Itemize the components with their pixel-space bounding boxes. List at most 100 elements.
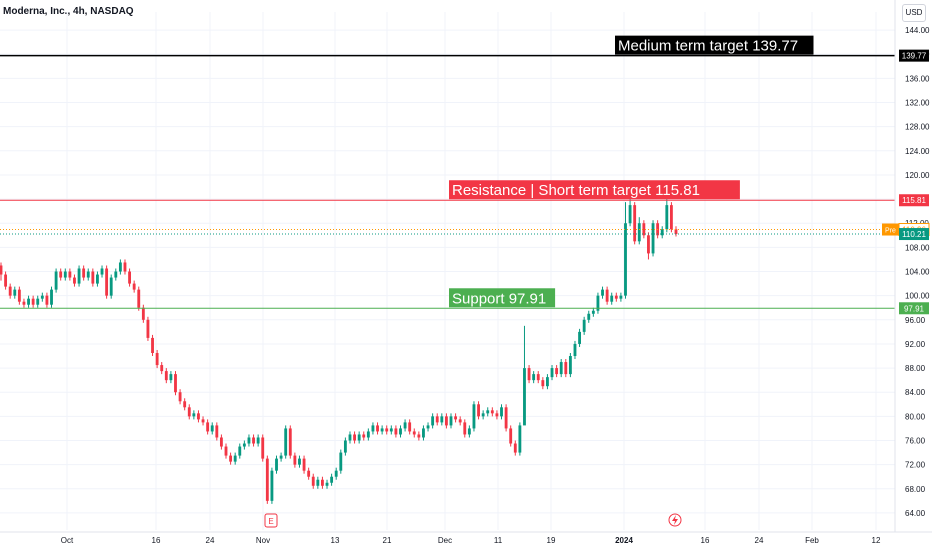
candle	[13, 286, 17, 299]
last-price-text: 110.21	[902, 230, 926, 239]
candle-body	[118, 262, 122, 272]
candle-body	[610, 295, 614, 302]
candle-body	[343, 440, 347, 453]
candle	[605, 286, 609, 305]
candle	[348, 431, 352, 444]
pre-tag-bg	[882, 223, 899, 236]
candle-body	[4, 274, 8, 287]
support-axis-tag-text: 97.91	[904, 304, 925, 313]
levels: Medium term target 139.77 Resistance | Sh…	[0, 35, 895, 309]
candle	[591, 307, 595, 317]
candle-body	[614, 295, 618, 299]
candle	[541, 377, 545, 390]
price-axis[interactable]: 144.00140.00136.00132.00128.00124.00120.…	[882, 0, 930, 532]
candle	[155, 349, 159, 369]
candle-body	[357, 434, 361, 441]
candle-body	[440, 416, 444, 423]
y-tick-label: 80.00	[905, 412, 926, 421]
candle	[334, 467, 338, 480]
candle	[91, 268, 95, 287]
candle	[385, 425, 389, 435]
candle	[82, 265, 86, 281]
candle	[242, 440, 246, 450]
resistance-label-bg	[449, 180, 740, 200]
candle	[109, 274, 113, 299]
candle	[233, 452, 237, 465]
candle-body	[486, 410, 490, 414]
candle-body	[160, 365, 164, 372]
candle-body	[362, 434, 366, 438]
candle	[206, 419, 210, 435]
candle-body	[183, 401, 187, 408]
candle	[275, 455, 278, 474]
candle	[114, 268, 118, 281]
currency-selector[interactable]: USD	[902, 4, 926, 22]
candle-body	[141, 307, 145, 320]
resistance-label-text: Resistance | Short term target 115.81	[452, 182, 700, 199]
candle	[490, 407, 494, 417]
candle-body	[624, 223, 627, 296]
candle-body	[321, 479, 324, 486]
candle-body	[619, 295, 623, 299]
candle-body	[633, 205, 637, 242]
candle	[509, 425, 513, 447]
candle	[256, 434, 260, 447]
candle	[444, 413, 448, 429]
candle	[628, 199, 632, 227]
candle-body	[642, 223, 646, 236]
candle-body	[412, 431, 416, 435]
candle-body	[36, 298, 40, 305]
dividend-flash-icon[interactable]	[668, 513, 682, 527]
candle-body	[261, 437, 265, 459]
time-axis[interactable]: Oct 16 24 Nov 13 21 Dec 11 19 2024 16 24 Feb 12	[0, 531, 932, 545]
candle	[45, 292, 49, 308]
candle	[169, 371, 173, 384]
candle	[582, 316, 586, 335]
candle	[601, 286, 604, 299]
candle-body	[169, 374, 173, 381]
candle-body	[279, 455, 283, 459]
candle-body	[13, 289, 17, 296]
candle	[564, 359, 568, 378]
candle	[403, 419, 407, 432]
y-tick-label: 68.00	[905, 485, 926, 494]
last-price-tag: 110.21	[899, 228, 929, 241]
candle	[362, 431, 366, 441]
candle-body	[665, 205, 669, 230]
candle-body	[307, 470, 311, 477]
y-tick-label: 128.00	[905, 123, 930, 132]
earnings-icon[interactable]: E	[264, 513, 278, 528]
candle	[36, 295, 40, 308]
candle-body	[454, 416, 458, 420]
y-tick-label: 132.00	[905, 99, 930, 108]
x-tick-label: 16	[701, 536, 710, 545]
candle-body	[601, 289, 604, 296]
medium-target-label-text: Medium term target 139.77	[618, 38, 798, 55]
candle-body	[628, 205, 632, 224]
candle	[619, 292, 623, 302]
candle-body	[481, 413, 485, 417]
candle-body	[229, 455, 233, 462]
x-tick-label: 19	[547, 536, 556, 545]
candle-body	[536, 374, 540, 381]
candle	[192, 410, 196, 420]
grid	[0, 12, 895, 530]
candle-body	[568, 356, 572, 375]
candle-body	[82, 268, 86, 278]
candle	[596, 292, 600, 314]
candle-body	[316, 479, 320, 486]
candle	[463, 419, 467, 438]
candle	[536, 371, 540, 384]
candle	[555, 365, 559, 378]
candle	[307, 467, 311, 480]
candle-body	[242, 443, 246, 447]
candle-body	[201, 419, 205, 423]
y-tick-label: 124.00	[905, 147, 930, 156]
candle	[238, 443, 242, 459]
candle	[660, 226, 664, 239]
candle-body	[647, 235, 650, 254]
candle-body	[591, 310, 595, 314]
candle	[270, 467, 274, 504]
candle-body	[197, 413, 200, 420]
